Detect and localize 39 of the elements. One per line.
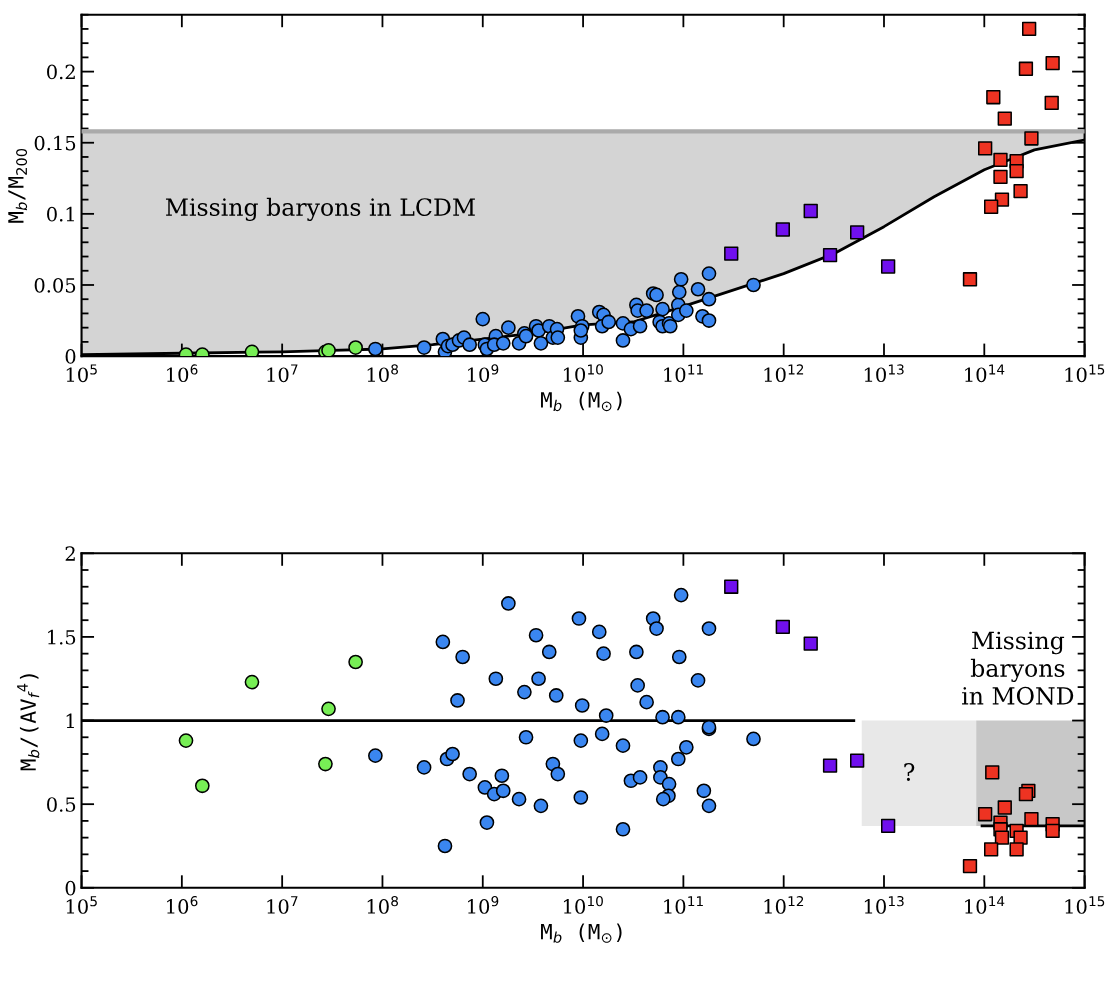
y-tick-label: 0.2: [47, 64, 75, 80]
x-tick-label: 10$^{5}$: [66, 896, 97, 914]
y-tick-label: 0: [65, 349, 76, 364]
x-tick-label: 10$^{9}$: [468, 896, 499, 914]
x-tick-label: 10$^{14}$: [965, 364, 1005, 383]
y-tick-label: 1: [66, 713, 74, 728]
x-tick-label: 10$^{10}$: [563, 896, 603, 914]
y-tick-label: 0.05: [34, 277, 76, 293]
text: M$_{b}$ (M$_{⊙}$): [541, 923, 622, 943]
x-tick-label: 10$^{11}$: [664, 364, 703, 383]
y-axis-title: M$_{b}$/M$_{200}$: [8, 148, 28, 223]
y-tick-label: 2: [65, 546, 75, 561]
x-tick-label: 10$^{6}$: [167, 364, 198, 383]
annotation: ?: [904, 763, 915, 781]
text: M$_{b}$ (M$_{⊙}$): [541, 391, 622, 412]
x-tick-label: 10$^{12}$: [764, 364, 804, 383]
x-tick-label: 10$^{13}$: [864, 364, 904, 383]
x-tick-label: 10$^{11}$: [664, 896, 703, 914]
y-tick-label: 0: [65, 880, 76, 896]
x-tick-label: 10$^{15}$: [1065, 896, 1105, 914]
x-tick-label: 10$^{10}$: [563, 364, 603, 383]
x-tick-label: 10$^{8}$: [367, 364, 399, 383]
x-tick-label: 10$^{5}$: [66, 364, 97, 383]
x-tick-label: 10$^{15}$: [1065, 364, 1105, 383]
annotation: Missing baryons in MOND: [962, 631, 1074, 705]
annotation: Missing baryons in LCDM: [165, 197, 475, 221]
x-tick-label: 10$^{14}$: [965, 896, 1005, 914]
y-tick-label: 0.5: [47, 797, 76, 812]
y-tick-label: 1.5: [48, 629, 76, 645]
x-tick-label: 10$^{7}$: [267, 896, 298, 914]
x-tick-label: 10$^{8}$: [367, 896, 399, 914]
x-tick-label: 10$^{7}$: [267, 364, 298, 383]
y-tick-label: 0.15: [34, 135, 76, 151]
y-tick-label: 0.1: [47, 206, 74, 222]
x-tick-label: 10$^{9}$: [468, 364, 499, 383]
x-tick-label: 10$^{13}$: [864, 896, 904, 914]
x-tick-label: 10$^{12}$: [764, 896, 804, 914]
y-axis-title: M$_{b}$/(AV$_{f}$$^{4}$): [17, 674, 40, 771]
x-tick-label: 10$^{6}$: [167, 896, 198, 914]
